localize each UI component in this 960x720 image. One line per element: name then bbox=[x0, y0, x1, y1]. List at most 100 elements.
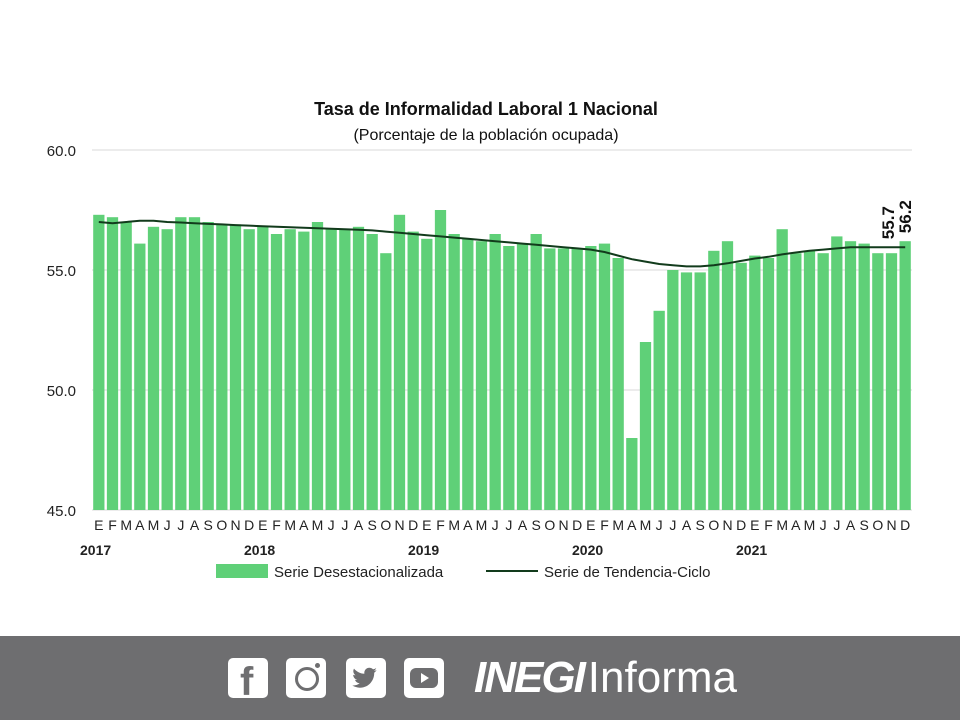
year-label: 2018 bbox=[244, 542, 275, 558]
x-tick-label: A bbox=[627, 517, 637, 533]
bar bbox=[421, 238, 433, 511]
bar bbox=[885, 253, 898, 510]
x-tick-label: M bbox=[776, 517, 788, 533]
instagram-icon[interactable] bbox=[286, 658, 326, 698]
bar bbox=[667, 270, 679, 510]
x-tick-label: S bbox=[203, 517, 212, 533]
bar bbox=[216, 224, 228, 510]
x-tick-label: S bbox=[859, 517, 868, 533]
x-tick-label: F bbox=[272, 517, 281, 533]
bar bbox=[899, 241, 911, 510]
x-tick-label: J bbox=[492, 517, 499, 533]
x-tick-label: D bbox=[736, 517, 746, 533]
bar bbox=[749, 255, 761, 510]
x-tick-label: N bbox=[886, 517, 896, 533]
legend: Serie Desestacionalizada Serie de Tenden… bbox=[216, 564, 711, 581]
x-tick-label: N bbox=[722, 517, 732, 533]
x-tick-label: D bbox=[572, 517, 582, 533]
x-tick-label: E bbox=[258, 517, 267, 533]
x-tick-label: J bbox=[177, 517, 184, 533]
x-tick-label: A bbox=[354, 517, 364, 533]
bar bbox=[735, 262, 747, 510]
twitter-icon[interactable] bbox=[346, 658, 386, 698]
bar bbox=[708, 250, 720, 511]
trend-line bbox=[98, 219, 906, 268]
bar bbox=[352, 226, 365, 511]
bar bbox=[612, 258, 624, 510]
x-tick-label: O bbox=[872, 517, 883, 533]
x-tick-label: M bbox=[312, 517, 324, 533]
bar bbox=[694, 272, 706, 510]
youtube-icon[interactable] bbox=[404, 658, 444, 698]
x-tick-label: E bbox=[750, 517, 759, 533]
x-tick-label: J bbox=[164, 517, 171, 533]
x-tick-label: S bbox=[531, 517, 540, 533]
annotation-last-value: 56.2 bbox=[896, 200, 915, 233]
bar bbox=[544, 248, 556, 510]
x-tick-label: S bbox=[695, 517, 704, 533]
x-tick-label: N bbox=[230, 517, 240, 533]
facebook-icon[interactable]: f bbox=[228, 658, 268, 704]
y-tick-label: 55.0 bbox=[47, 263, 76, 280]
x-tick-label: A bbox=[682, 517, 692, 533]
brand-inegi: INEGI bbox=[474, 653, 586, 702]
legend-line-label: Serie de Tendencia-Ciclo bbox=[544, 564, 711, 581]
bar bbox=[325, 229, 337, 510]
chart-title: Tasa de Informalidad Laboral 1 Nacional bbox=[314, 99, 658, 119]
y-axis-labels: 45.0 50.0 55.0 60.0 bbox=[47, 143, 76, 520]
x-tick-label: D bbox=[408, 517, 418, 533]
x-tick-label: F bbox=[600, 517, 609, 533]
x-tick-label: D bbox=[900, 517, 910, 533]
x-tick-label: F bbox=[764, 517, 773, 533]
x-tick-label: A bbox=[463, 517, 473, 533]
year-label: 2019 bbox=[408, 542, 439, 558]
bar bbox=[803, 250, 816, 511]
bar bbox=[161, 229, 173, 510]
x-tick-label: A bbox=[135, 517, 145, 533]
inegi-informa-logo[interactable]: INEGIInforma bbox=[474, 652, 737, 704]
bar bbox=[270, 234, 283, 510]
x-tick-label: E bbox=[586, 517, 595, 533]
bar bbox=[530, 234, 542, 510]
bar bbox=[503, 246, 515, 510]
x-tick-label: F bbox=[436, 517, 445, 533]
y-tick-label: 50.0 bbox=[47, 383, 76, 400]
bar bbox=[598, 243, 611, 510]
x-tick-label: M bbox=[804, 517, 816, 533]
x-tick-label: S bbox=[367, 517, 376, 533]
year-label: 2017 bbox=[80, 542, 111, 558]
bar-series bbox=[93, 210, 911, 511]
brand-informa: Informa bbox=[587, 653, 737, 702]
bar bbox=[639, 342, 652, 510]
x-tick-label: E bbox=[94, 517, 103, 533]
bar bbox=[106, 217, 119, 510]
x-tick-label: O bbox=[380, 517, 391, 533]
x-tick-label: J bbox=[328, 517, 335, 533]
x-tick-label: A bbox=[299, 517, 309, 533]
chart: Tasa de Informalidad Laboral 1 Nacional … bbox=[47, 99, 915, 581]
x-tick-label: A bbox=[518, 517, 528, 533]
x-tick-label: A bbox=[190, 517, 200, 533]
legend-bar-swatch bbox=[216, 564, 268, 578]
y-tick-label: 45.0 bbox=[47, 503, 76, 520]
x-tick-label: F bbox=[108, 517, 117, 533]
chart-subtitle: (Porcentaje de la población ocupada) bbox=[353, 127, 618, 144]
bar bbox=[134, 243, 146, 510]
legend-bar-label: Serie Desestacionalizada bbox=[274, 564, 444, 581]
bar bbox=[407, 231, 419, 510]
bar bbox=[475, 241, 488, 510]
x-tick-label: A bbox=[791, 517, 801, 533]
x-tick-label: M bbox=[448, 517, 460, 533]
x-tick-label: O bbox=[708, 517, 719, 533]
bar bbox=[626, 438, 638, 510]
x-tick-label: J bbox=[341, 517, 348, 533]
bar bbox=[257, 226, 269, 511]
bar bbox=[762, 258, 775, 510]
bar bbox=[790, 253, 802, 510]
bar bbox=[366, 234, 378, 510]
x-tick-label: M bbox=[640, 517, 652, 533]
bar bbox=[188, 217, 201, 510]
bar bbox=[434, 210, 447, 510]
bar bbox=[243, 229, 255, 510]
